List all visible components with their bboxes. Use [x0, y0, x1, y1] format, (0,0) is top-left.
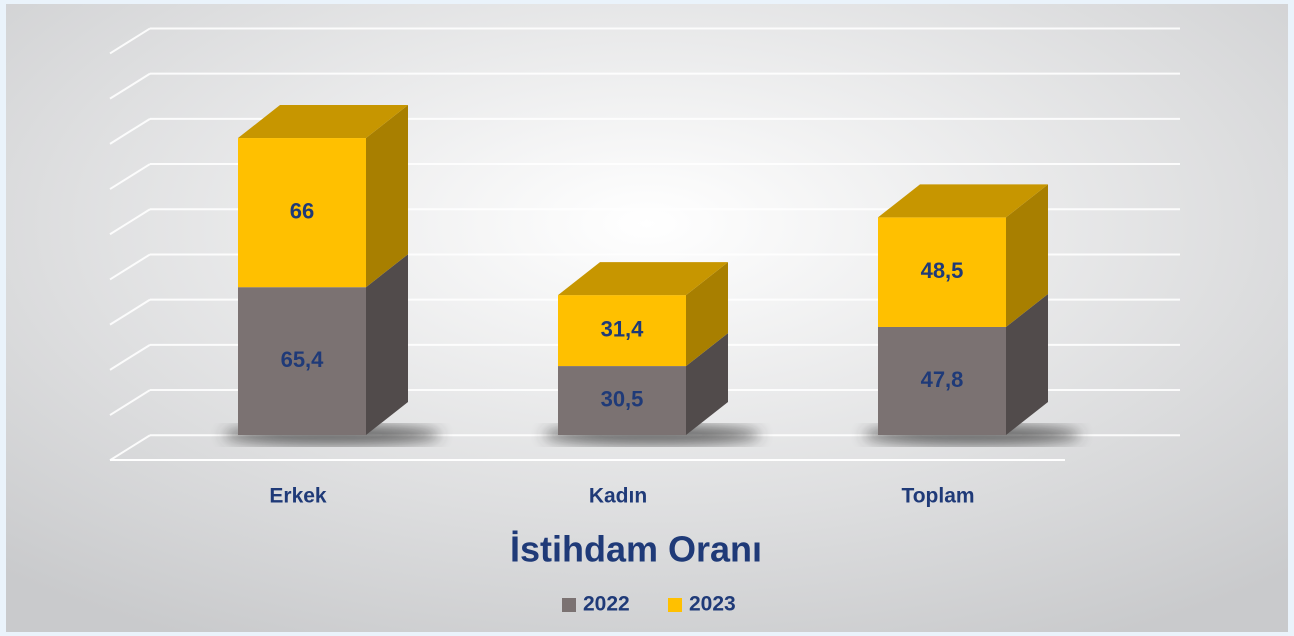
bar-side [686, 333, 728, 435]
bar-top [238, 105, 408, 139]
grid-side [109, 118, 151, 145]
bar-front [558, 366, 686, 435]
data-label: 66 [290, 198, 314, 223]
legend-label: 2022 [583, 593, 630, 616]
bar-side [366, 105, 408, 288]
data-label: 47,8 [921, 367, 964, 392]
grid-side [109, 389, 151, 416]
bar-side [1006, 184, 1048, 327]
data-label: 48,5 [921, 258, 964, 283]
bar-side [686, 262, 728, 367]
bar-side [1006, 293, 1048, 435]
bar-front [558, 295, 686, 367]
bar-top [878, 184, 1048, 218]
x-tick-label: Kadın [589, 485, 647, 508]
bar-top [558, 262, 728, 296]
legend-swatch [668, 598, 682, 612]
chart-title: İstihdam Oranı [510, 529, 762, 570]
bar-front [878, 326, 1006, 435]
grid-side [109, 434, 151, 462]
bar-front [238, 287, 366, 435]
data-label: 30,5 [601, 386, 644, 411]
bar-front [878, 217, 1006, 327]
legend-label: 2023 [689, 593, 736, 616]
grid-side [109, 253, 151, 281]
bar-front [238, 138, 366, 288]
bar-side [366, 254, 408, 435]
grid-side [109, 27, 151, 55]
legend-swatch [562, 598, 576, 612]
grid-side [109, 163, 151, 190]
data-label: 65,4 [281, 347, 325, 372]
x-tick-label: Toplam [901, 485, 974, 508]
grid-side [109, 298, 151, 326]
data-label: 31,4 [601, 316, 645, 341]
grid-side [109, 208, 151, 236]
grid-side [109, 344, 151, 371]
grid-side [109, 72, 151, 100]
x-tick-label: Erkek [269, 485, 327, 508]
